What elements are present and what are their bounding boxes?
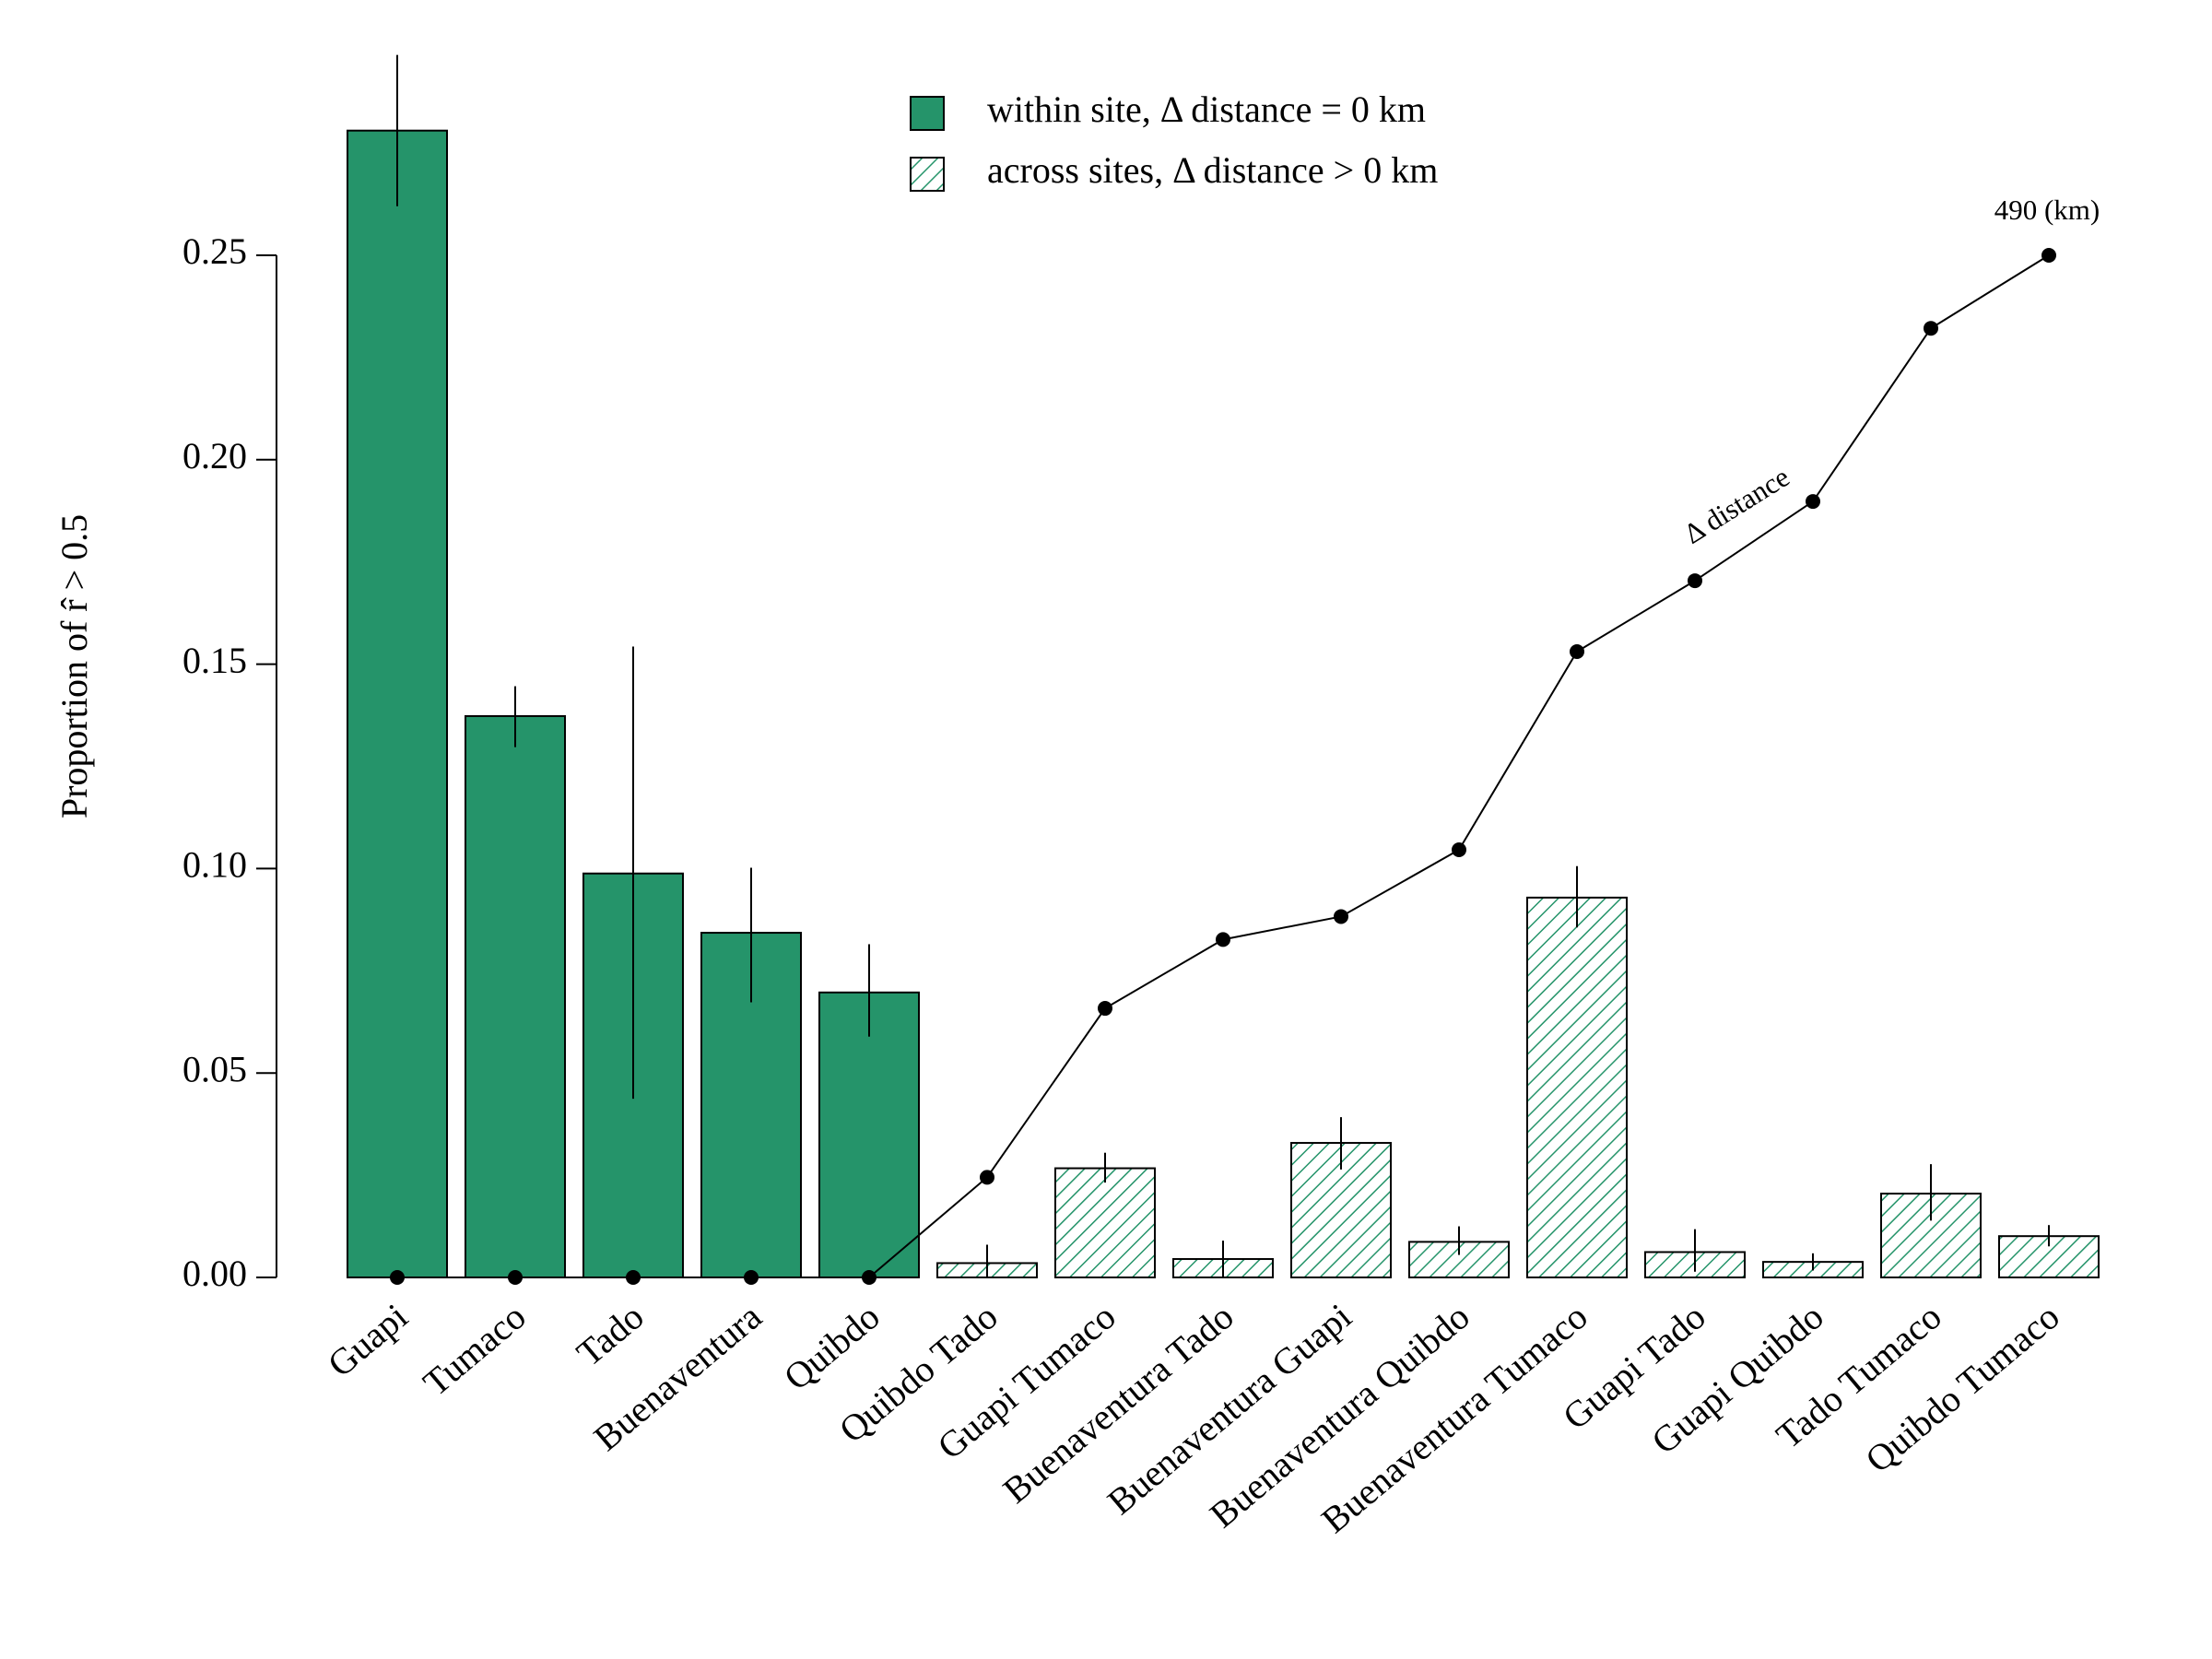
distance-point <box>1688 573 1702 589</box>
distance-point <box>626 1270 641 1285</box>
y-tick-label: 0.25 <box>182 230 247 272</box>
distance-point <box>1452 842 1466 858</box>
y-tick-label: 0.00 <box>182 1253 247 1294</box>
distance-point <box>862 1270 877 1285</box>
x-tick-label: Quibdo <box>776 1295 888 1398</box>
bar <box>1054 1167 1156 1279</box>
y-tick-label: 0.15 <box>182 640 247 681</box>
distance-point <box>390 1270 405 1285</box>
distance-point <box>1806 494 1820 510</box>
x-tick-label: Guapi <box>320 1295 416 1384</box>
distance-point <box>1098 1001 1112 1017</box>
y-axis-label: Proportion of r̂ > 0.5 <box>53 514 95 818</box>
legend-swatch <box>910 157 945 192</box>
distance-point <box>1924 321 1938 336</box>
bar <box>347 129 448 1278</box>
bar <box>1526 896 1628 1279</box>
distance-point <box>508 1270 523 1285</box>
bar <box>818 991 920 1278</box>
x-tick-label: Tado <box>569 1295 652 1374</box>
distance-point <box>980 1170 994 1185</box>
bar <box>465 714 566 1278</box>
annotation: 490 (km) <box>1994 194 2100 226</box>
distance-point <box>2041 248 2056 263</box>
distance-point <box>744 1270 759 1285</box>
x-tick-label: Tumaco <box>415 1295 533 1404</box>
distance-point <box>1334 909 1348 924</box>
annotation: Δ distance <box>1678 460 1795 549</box>
y-tick-label: 0.10 <box>182 844 247 886</box>
legend-swatch <box>910 96 945 131</box>
distance-point <box>1216 932 1230 947</box>
legend-label: across sites, Δ distance > 0 km <box>987 149 1438 191</box>
legend-label: within site, Δ distance = 0 km <box>987 88 1426 130</box>
y-tick-label: 0.05 <box>182 1048 247 1089</box>
y-tick-label: 0.20 <box>182 435 247 477</box>
distance-point <box>1570 644 1584 660</box>
